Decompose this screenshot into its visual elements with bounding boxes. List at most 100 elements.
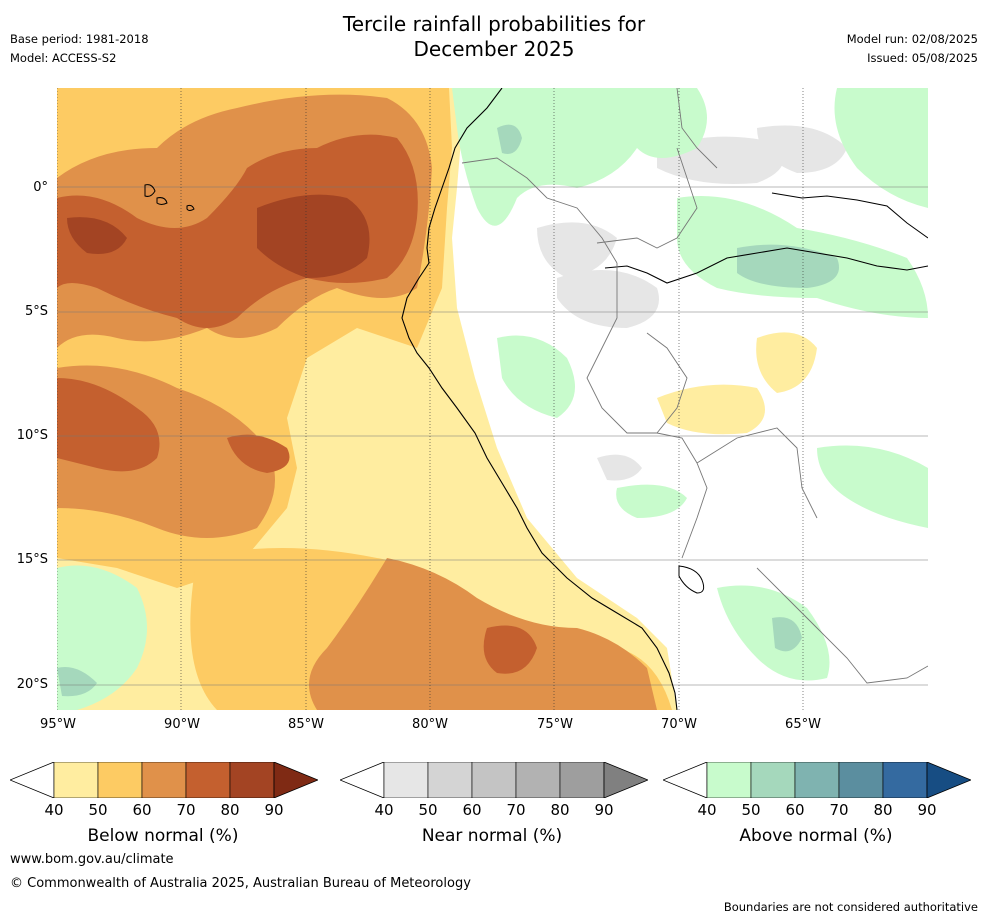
map-title: Tercile rainfall probabilities for Decem… (0, 12, 988, 62)
below-40-patch (343, 330, 407, 388)
rainfall-probability-map (57, 88, 928, 710)
amazon-river (604, 247, 928, 284)
above-40-patch-central (497, 335, 575, 418)
colorbar-near-segment-1 (427, 762, 473, 798)
colorbar-above-segment-0 (706, 762, 752, 798)
below-40-patch-east (657, 384, 765, 435)
graticule (57, 88, 928, 710)
base-period: Base period: 1981-2018 (10, 32, 149, 46)
colorbar-near-tick: 80 (550, 801, 570, 819)
above-40-region-northeast (834, 88, 928, 208)
lake-titicaca (678, 565, 705, 594)
colorbar-above-tick: 70 (829, 801, 849, 819)
lat-label-5s: 5°S (24, 304, 48, 319)
colorbar-near-segment-4 (559, 762, 605, 798)
colorbar-below-tick: 70 (176, 801, 196, 819)
colorbar-title-above: Above normal (%) (739, 826, 893, 846)
colorbar-below-normal (10, 762, 318, 798)
colorbar-above-segment-4 (882, 762, 928, 798)
colorbar-above-low-extend (663, 762, 708, 798)
lon-label-95w: 95°W (40, 717, 76, 732)
above-normal-field (57, 88, 928, 710)
colorbar-above-tick: 50 (741, 801, 761, 819)
colorbar-above-tick: 90 (917, 801, 937, 819)
colorbar-near-tick: 90 (594, 801, 614, 819)
lon-label-85w: 85°W (288, 717, 324, 732)
colorbar-below-low-extend (10, 762, 55, 798)
colorbar-below-tick: 80 (220, 801, 240, 819)
above-40-patch-mid (616, 484, 687, 518)
above-40-patch-se (717, 585, 830, 681)
country-borders (461, 88, 928, 684)
above-40-patch-east (817, 445, 928, 528)
colorbar-near-high-extend (603, 762, 648, 798)
colorbar-near-segment-3 (515, 762, 561, 798)
below-70-west (57, 378, 160, 472)
lon-label-90w: 90°W (164, 717, 200, 732)
galapagos-islands (144, 184, 195, 211)
colorbar-below-tick: 90 (264, 801, 284, 819)
footer-url[interactable]: www.bom.gov.au/climate (10, 852, 174, 867)
colorbar-above-normal (663, 762, 971, 798)
lat-label-20s: 20°S (16, 677, 48, 692)
colorbar-above-tick: 60 (785, 801, 805, 819)
title-line-2: December 2025 (413, 37, 575, 61)
model-name: Model: ACCESS-S2 (10, 51, 117, 65)
below-70-region (57, 134, 418, 328)
lon-label-75w: 75°W (537, 717, 573, 732)
colorbar-below-segment-3 (185, 762, 231, 798)
colorbar-near-tick: 50 (418, 801, 438, 819)
footer-disclaimer: Boundaries are not considered authoritat… (723, 900, 978, 914)
colorbar-below-high-extend (273, 762, 318, 798)
colorbar-below-segment-0 (53, 762, 99, 798)
above-50-patch-amazon (737, 244, 839, 288)
below-80-core (257, 194, 370, 278)
amazon-river-north (771, 192, 928, 239)
colorbar-below-segment-1 (97, 762, 143, 798)
colorbar-above-segment-1 (750, 762, 796, 798)
colorbar-near-tick: 40 (374, 801, 394, 819)
colorbar-below-segment-4 (229, 762, 275, 798)
title-line-1: Tercile rainfall probabilities for (342, 12, 646, 36)
above-50-patch-sw (57, 667, 97, 697)
colorbar-below-segment-2 (141, 762, 187, 798)
south-america-coastline (401, 88, 678, 710)
lon-label-70w: 70°W (661, 717, 697, 732)
colorbar-above-segment-3 (838, 762, 884, 798)
lon-label-65w: 65°W (785, 717, 821, 732)
above-40-region-north (452, 88, 707, 226)
colorbar-below-tick: 60 (132, 801, 152, 819)
lon-label-80w: 80°W (412, 717, 448, 732)
colorbar-above-high-extend (926, 762, 971, 798)
below-60-south (309, 558, 657, 710)
footer-copyright: © Commonwealth of Australia 2025, Austra… (10, 876, 471, 891)
colorbar-title-below: Below normal (%) (87, 826, 239, 846)
colorbar-near-segment-0 (383, 762, 429, 798)
colorbar-below-tick: 50 (88, 801, 108, 819)
lat-label-15s: 15°S (16, 552, 48, 567)
colorbar-near-low-extend (340, 762, 385, 798)
near-40-patch-1 (537, 222, 617, 278)
below-normal-field (57, 88, 817, 710)
model-run: Model run: 02/08/2025 (846, 32, 978, 46)
above-50-patch-se (772, 617, 802, 652)
lat-label-0: 0° (33, 180, 48, 195)
near-40-patch-2 (557, 270, 659, 328)
colorbar-near-tick: 60 (462, 801, 482, 819)
below-80-core-west (67, 217, 127, 254)
above-50-patch-north (497, 124, 522, 154)
colorbar-above-segment-2 (794, 762, 840, 798)
near-40-patch-5 (597, 454, 642, 481)
issued-date: Issued: 05/08/2025 (867, 51, 978, 65)
colorbar-above-tick: 80 (873, 801, 893, 819)
below-70-patch (227, 434, 290, 473)
below-40-patch-east-2 (756, 332, 817, 393)
colorbar-title-near: Near normal (%) (421, 826, 563, 846)
colorbar-above-tick: 40 (697, 801, 717, 819)
lat-label-10s: 10°S (16, 428, 48, 443)
below-70-south (483, 625, 537, 674)
geography-lines (144, 88, 928, 710)
colorbar-below-tick: 40 (44, 801, 64, 819)
colorbar-near-segment-2 (471, 762, 517, 798)
colorbar-near-normal (340, 762, 648, 798)
